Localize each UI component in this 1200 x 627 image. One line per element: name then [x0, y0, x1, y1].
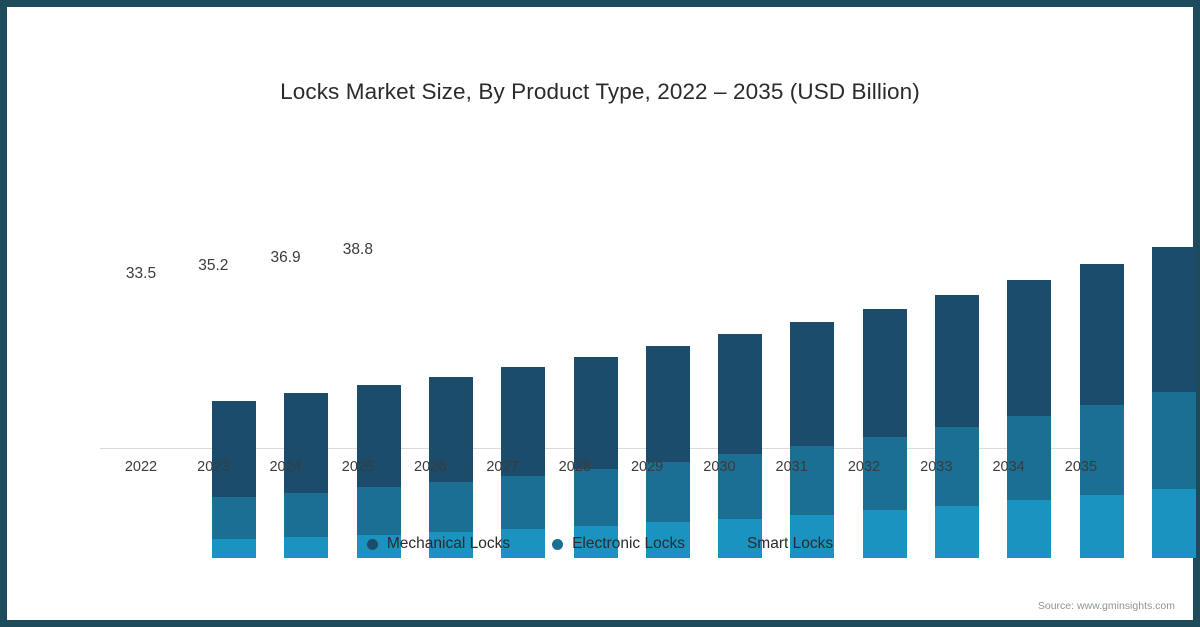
legend-item[interactable]: Electronic Locks [552, 535, 685, 553]
bar-segment-mechanical-locks[interactable] [428, 376, 473, 482]
chart-canvas: Locks Market Size, By Product Type, 2022… [7, 7, 1196, 620]
bar-segment-electronic-locks[interactable] [573, 469, 618, 526]
bar-segment-electronic-locks[interactable] [1151, 392, 1196, 489]
bar-segment-smart-locks[interactable] [935, 505, 979, 558]
bar-group[interactable] [212, 247, 256, 558]
x-axis-label: 2032 [847, 459, 881, 475]
legend-marker-icon [726, 538, 738, 550]
x-axis-label: 2025 [341, 459, 375, 475]
bar-value-label: 35.2 [198, 257, 229, 275]
bar-group[interactable] [862, 247, 907, 558]
bar-group[interactable] [790, 247, 835, 558]
bar-segment-smart-locks[interactable] [1079, 494, 1124, 558]
legend-marker-icon [366, 538, 378, 550]
bar-segment-mechanical-locks[interactable] [1079, 264, 1124, 405]
bar-segment-smart-locks[interactable] [284, 536, 329, 558]
bar-segment-mechanical-locks[interactable] [501, 367, 546, 476]
bar-segment-smart-locks[interactable] [1007, 500, 1052, 558]
bar-value-label: 36.9 [270, 249, 301, 267]
bar-value-label: 33.5 [125, 265, 157, 283]
bar-segment-electronic-locks[interactable] [356, 487, 401, 535]
legend-item[interactable]: Mechanical Locks [366, 535, 511, 553]
bar-segment-smart-locks[interactable] [573, 525, 618, 558]
bar-segment-smart-locks[interactable] [1151, 488, 1196, 558]
bar-group[interactable] [1151, 247, 1196, 558]
bar-segment-smart-locks[interactable] [718, 518, 763, 558]
bar-group[interactable] [573, 247, 618, 558]
bar-segment-mechanical-locks[interactable] [645, 346, 690, 463]
bar-segment-mechanical-locks[interactable] [935, 295, 979, 428]
bar-group[interactable] [356, 247, 401, 558]
bar-segment-electronic-locks[interactable] [284, 492, 329, 537]
bar-segment-electronic-locks[interactable] [501, 475, 546, 530]
bar-group[interactable] [645, 247, 690, 558]
bar-segment-mechanical-locks[interactable] [284, 393, 329, 493]
chart-title: Locks Market Size, By Product Type, 2022… [280, 79, 920, 104]
plot-area [100, 117, 1196, 558]
bar-segment-smart-locks[interactable] [501, 529, 546, 558]
bar-segment-smart-locks[interactable] [790, 514, 835, 558]
bar-value-label: 38.8 [342, 240, 373, 258]
x-axis-label: 2034 [992, 459, 1025, 475]
bar-segment-electronic-locks[interactable] [212, 496, 256, 540]
bar-segment-mechanical-locks[interactable] [573, 356, 618, 470]
bar-segment-electronic-locks[interactable] [790, 445, 835, 515]
x-axis-label: 2022 [124, 459, 158, 475]
bar-segment-smart-locks[interactable] [862, 510, 907, 558]
bar-segment-electronic-locks[interactable] [862, 436, 907, 511]
bar-segment-electronic-locks[interactable] [645, 462, 690, 523]
legend-label: Smart Locks [746, 535, 834, 552]
bar-group[interactable] [428, 247, 473, 558]
x-axis-label: 2031 [775, 459, 808, 475]
bar-group[interactable] [1079, 247, 1124, 558]
legend-item[interactable]: Smart Locks [726, 535, 834, 553]
bar-segment-smart-locks[interactable] [428, 531, 473, 558]
bar-group[interactable] [935, 247, 979, 558]
x-axis-label: 2023 [197, 459, 230, 475]
bar-segment-smart-locks[interactable] [645, 522, 690, 558]
bar-segment-mechanical-locks[interactable] [790, 322, 835, 446]
bar-segment-smart-locks[interactable] [212, 539, 256, 558]
x-axis-label: 2033 [920, 459, 953, 475]
bar-segment-electronic-locks[interactable] [718, 454, 763, 519]
bar-segment-electronic-locks[interactable] [1007, 416, 1052, 501]
bar-segment-mechanical-locks[interactable] [862, 309, 907, 437]
bar-segment-mechanical-locks[interactable] [212, 401, 256, 497]
x-axis-label: 2026 [414, 459, 447, 475]
x-axis-label: 2028 [558, 459, 591, 475]
bar-segment-mechanical-locks[interactable] [356, 385, 401, 488]
legend-label: Electronic Locks [572, 535, 685, 552]
bar-segment-mechanical-locks[interactable] [1151, 247, 1196, 392]
legend-label: Mechanical Locks [386, 535, 511, 552]
x-axis-label: 2035 [1064, 459, 1098, 475]
bar-segment-electronic-locks[interactable] [1079, 404, 1124, 495]
chart-legend: Mechanical Locks Electronic Locks Smart Lo… [7, 535, 1193, 553]
bar-segment-mechanical-locks[interactable] [718, 334, 763, 455]
legend-marker-icon [552, 538, 564, 550]
x-axis-label: 2024 [269, 459, 302, 475]
bar-group[interactable] [284, 247, 329, 558]
bar-group[interactable] [718, 247, 763, 558]
x-axis-label: 2030 [703, 459, 736, 475]
source-attribution: Source: www.gminsights.com [1037, 600, 1175, 612]
x-axis-label: 2027 [486, 459, 519, 475]
bar-group[interactable] [1007, 247, 1052, 558]
bar-segment-electronic-locks[interactable] [935, 427, 979, 506]
bar-group[interactable] [501, 247, 546, 558]
bar-segment-electronic-locks[interactable] [428, 481, 473, 532]
x-axis-label: 2029 [630, 459, 664, 475]
bar-segment-mechanical-locks[interactable] [1007, 280, 1052, 417]
